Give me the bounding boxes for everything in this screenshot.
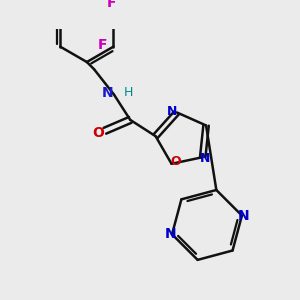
Text: H: H: [124, 86, 133, 99]
Text: O: O: [171, 155, 182, 169]
Text: F: F: [98, 38, 107, 52]
Text: N: N: [238, 208, 250, 223]
Text: N: N: [200, 152, 211, 166]
Text: N: N: [164, 227, 176, 241]
Text: F: F: [107, 0, 116, 10]
Text: N: N: [167, 105, 178, 118]
Text: N: N: [102, 86, 113, 100]
Text: O: O: [92, 126, 103, 140]
